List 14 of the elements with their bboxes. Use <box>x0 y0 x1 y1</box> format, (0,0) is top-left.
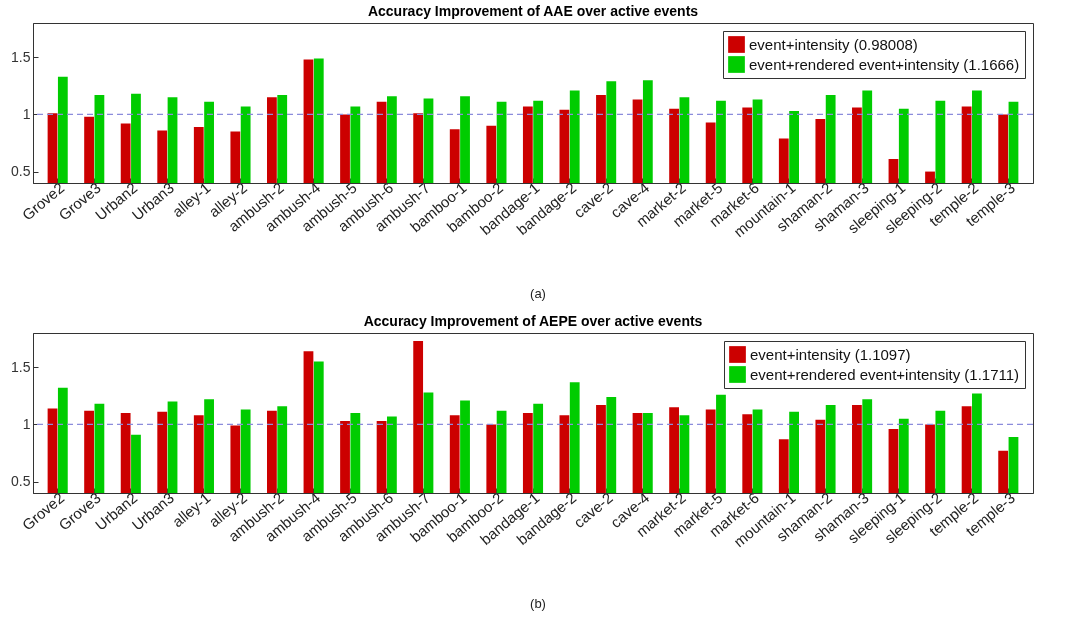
text: (a) <box>529 286 547 303</box>
y-tick-label: 0.5 <box>11 163 31 180</box>
y-tick-label: 1.5 <box>11 358 31 375</box>
legend-label: event+intensity (0.98008) <box>749 35 918 53</box>
legend-label: event+rendered event+intensity (1.1666) <box>749 55 1020 73</box>
y-tick-label: 1 <box>22 105 31 122</box>
legend-label: event+intensity (1.1097) <box>750 345 911 363</box>
text: (b) <box>529 596 547 613</box>
y-tick-label: 1 <box>22 415 31 432</box>
legend-label: event+rendered event+intensity (1.1711) <box>750 365 1020 383</box>
chart-title: Accuracy Improvement of AAE over active events <box>367 3 699 19</box>
y-tick-label: 0.5 <box>11 473 31 490</box>
y-tick-label: 1.5 <box>11 48 31 65</box>
chart-title: Accuracy Improvement of AEPE over active events <box>363 313 703 329</box>
